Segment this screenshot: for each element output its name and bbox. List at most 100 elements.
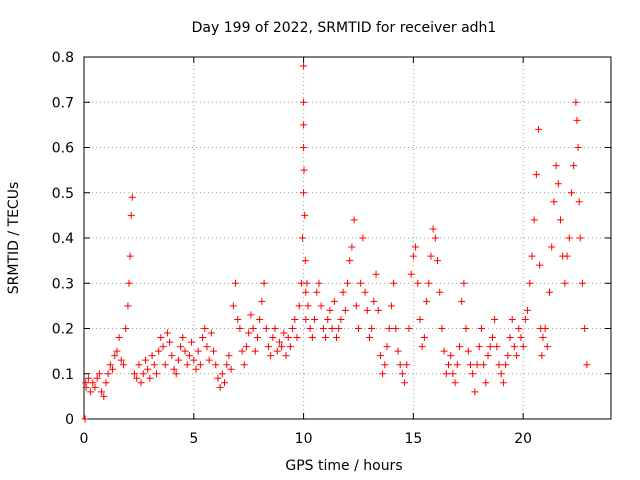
- x-tick-label: 15: [404, 431, 422, 447]
- data-point-marker: [488, 334, 496, 342]
- data-point-marker: [199, 334, 207, 342]
- data-point-marker: [148, 352, 156, 360]
- data-point-marker: [427, 252, 435, 260]
- data-point-marker: [150, 361, 158, 369]
- data-point-marker: [311, 315, 319, 323]
- data-point-marker: [387, 302, 395, 310]
- data-point-marker: [532, 171, 540, 179]
- data-point-marker: [300, 98, 308, 106]
- data-point-marker: [183, 361, 191, 369]
- data-point-marker: [390, 279, 398, 287]
- data-point-marker: [196, 361, 204, 369]
- data-point-marker: [282, 352, 290, 360]
- data-point-marker: [359, 234, 367, 242]
- data-point-marker: [106, 361, 114, 369]
- data-point-marker: [567, 189, 575, 197]
- data-point-marker: [256, 315, 264, 323]
- data-point-marker: [455, 343, 463, 351]
- data-point-marker: [212, 361, 220, 369]
- data-point-marker: [304, 302, 312, 310]
- data-point-marker: [185, 352, 193, 360]
- data-point-marker: [117, 356, 125, 364]
- data-point-marker: [379, 370, 387, 378]
- data-point-marker: [179, 334, 187, 342]
- data-point-marker: [223, 361, 231, 369]
- data-point-marker: [166, 338, 174, 346]
- data-point-marker: [354, 325, 362, 332]
- data-point-marker: [155, 347, 163, 355]
- data-point-marker: [515, 325, 523, 332]
- data-point-marker: [438, 325, 446, 332]
- data-point-marker: [201, 325, 209, 332]
- data-point-marker: [471, 388, 479, 396]
- data-point-marker: [302, 315, 310, 323]
- data-point-marker: [109, 365, 117, 373]
- data-point-marker: [341, 306, 349, 314]
- data-point-marker: [556, 216, 564, 224]
- data-point-marker: [280, 329, 288, 337]
- data-point-marker: [368, 325, 376, 332]
- y-tick-label: 0.4: [52, 231, 74, 247]
- x-tick-label: 0: [80, 431, 89, 447]
- data-point-marker: [339, 288, 347, 296]
- data-point-marker: [225, 352, 233, 360]
- data-point-marker: [218, 370, 226, 378]
- data-point-marker: [473, 361, 481, 369]
- data-point-marker: [475, 343, 483, 351]
- data-point-marker: [374, 306, 382, 314]
- data-point-marker: [234, 315, 242, 323]
- data-point-marker: [293, 334, 301, 342]
- data-point-marker: [115, 334, 123, 342]
- data-point-marker: [269, 334, 277, 342]
- data-point-marker: [152, 370, 160, 378]
- data-point-marker: [227, 365, 235, 373]
- data-point-marker: [122, 325, 130, 332]
- data-point-marker: [89, 379, 97, 387]
- data-point-marker: [177, 343, 185, 351]
- data-point-marker: [429, 225, 437, 233]
- data-point-marker: [181, 347, 189, 355]
- data-point-marker: [414, 279, 422, 287]
- data-point-marker: [300, 62, 308, 70]
- data-point-marker: [436, 288, 444, 296]
- data-point-marker: [133, 374, 141, 382]
- data-point-marker: [168, 352, 176, 360]
- data-point-marker: [504, 352, 512, 360]
- data-point-marker: [264, 343, 272, 351]
- data-point-marker: [127, 211, 135, 219]
- data-point-marker: [240, 361, 248, 369]
- data-point-marker: [190, 356, 198, 364]
- data-point-marker: [232, 279, 240, 287]
- data-point-marker: [458, 297, 466, 305]
- data-point-marker: [409, 252, 417, 260]
- data-point-marker: [111, 352, 119, 360]
- data-point-marker: [172, 370, 180, 378]
- y-axis-title: SRMTID / TECUs: [6, 182, 22, 295]
- data-point-marker: [412, 243, 420, 251]
- data-point-marker: [295, 302, 303, 310]
- y-tick-label: 0.8: [52, 50, 74, 66]
- data-point-marker: [84, 374, 92, 382]
- data-point-marker: [337, 315, 345, 323]
- data-point-marker: [120, 361, 128, 369]
- data-point-marker: [352, 302, 360, 310]
- data-point-marker: [350, 216, 358, 224]
- data-point-marker: [497, 370, 505, 378]
- data-point-marker: [583, 361, 591, 369]
- data-point-marker: [286, 343, 294, 351]
- data-point-marker: [538, 352, 546, 360]
- data-point-marker: [333, 334, 341, 342]
- data-point-marker: [273, 347, 281, 355]
- data-point-marker: [328, 325, 336, 332]
- data-point-marker: [480, 361, 488, 369]
- axis-ticks: 0 5 10 15 20 0 0.1 0.2 0.3 0.4 0.5 0.6 0.7 0.8: [52, 50, 611, 447]
- data-point-marker: [303, 279, 311, 287]
- data-point-marker: [260, 279, 268, 287]
- data-point-marker: [335, 325, 343, 332]
- data-point-marker: [416, 315, 424, 323]
- data-point-marker: [137, 379, 145, 387]
- data-point-marker: [575, 198, 583, 206]
- data-point-marker: [95, 370, 103, 378]
